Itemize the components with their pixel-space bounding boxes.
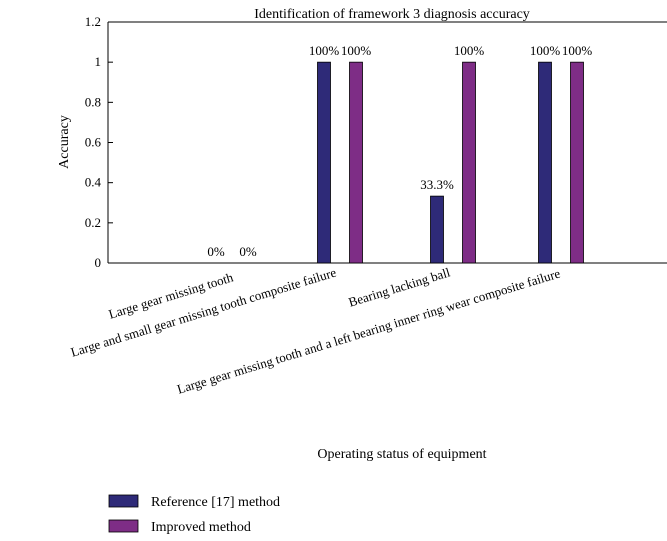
bar — [430, 195, 444, 264]
bars — [317, 61, 584, 264]
data-label: 100% — [562, 43, 593, 58]
y-tick-label: 0.6 — [85, 135, 102, 150]
data-label: 33.3% — [420, 177, 454, 192]
bar — [349, 61, 363, 264]
y-tick-label: 0 — [95, 255, 102, 270]
y-tick-label: 0.2 — [85, 215, 101, 230]
y-axis-ticks: 0 0.2 0.4 0.6 0.8 1 1.2 — [85, 14, 113, 270]
x-category-label: Large gear missing tooth and a left bear… — [175, 265, 562, 396]
y-tick-label: 0.8 — [85, 94, 101, 109]
data-label: 0% — [239, 244, 257, 259]
legend-swatch — [108, 519, 139, 533]
bar — [317, 61, 331, 264]
data-labels: 0%100%33.3%100%0%100% 100% 100% — [207, 43, 592, 259]
y-tick-label: 1 — [95, 54, 102, 69]
data-label: 100% — [454, 43, 485, 58]
bar — [538, 61, 552, 264]
legend-label: Reference [17] method — [151, 495, 280, 510]
chart-title: Identification of framework 3 diagnosis … — [254, 7, 530, 22]
data-label: 100% — [530, 43, 561, 58]
y-axis-title: Accuracy — [57, 115, 72, 169]
legend-swatch — [108, 494, 139, 508]
bar — [570, 61, 584, 264]
y-tick-label: 0.4 — [85, 175, 102, 190]
legend: Reference [17] method Improved method — [108, 494, 280, 535]
data-label: 100% — [309, 43, 340, 58]
data-label: 0% — [207, 244, 225, 259]
x-axis-title: Operating status of equipment — [317, 447, 486, 462]
data-label: 100% — [341, 43, 372, 58]
bar — [462, 61, 476, 264]
legend-label: Improved method — [151, 520, 251, 535]
y-tick-label: 1.2 — [85, 14, 101, 29]
